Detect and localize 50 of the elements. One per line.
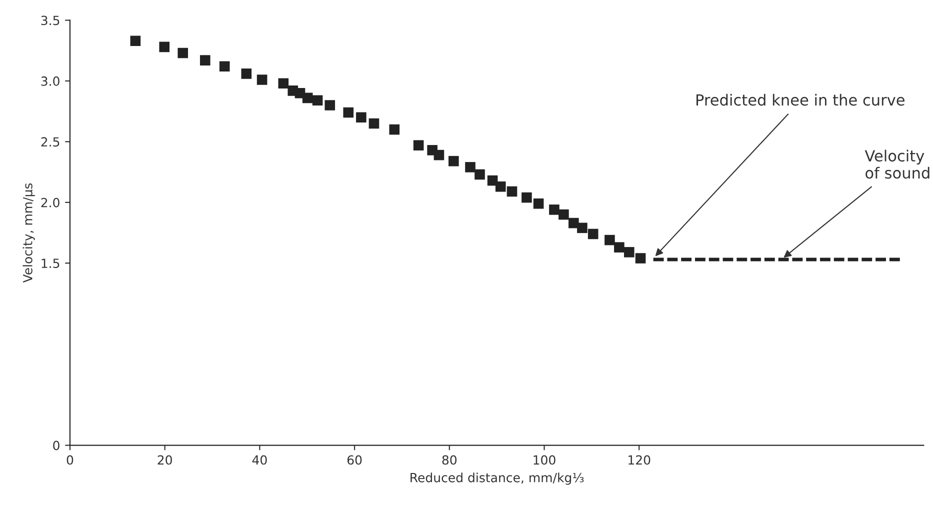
point: [219, 61, 230, 72]
y-axis-title: Velocity, mm/µs: [22, 183, 35, 283]
point: [448, 156, 459, 166]
point: [533, 198, 544, 209]
point: [278, 78, 289, 89]
point: [302, 92, 313, 104]
annotation: Predicted knee in the curve: [696, 94, 904, 106]
point: [130, 36, 141, 46]
point: [312, 95, 323, 106]
point: [614, 242, 624, 252]
annotation: Velocity of sound: [864, 150, 930, 179]
point: [558, 209, 569, 220]
x-tick-label: 120: [628, 455, 650, 465]
point: [522, 192, 532, 203]
point: [389, 124, 400, 135]
x-axis-title: Reduced distance, mm/kg⅓: [410, 472, 584, 485]
point: [465, 162, 476, 172]
point: [343, 107, 354, 118]
point: [241, 68, 252, 79]
point: [200, 55, 210, 66]
y-tick-label: 2.0: [41, 198, 60, 208]
point: [635, 253, 646, 264]
point: [256, 74, 268, 85]
point: [413, 140, 424, 150]
y-tick-label: 0: [53, 440, 60, 450]
point: [178, 48, 188, 58]
point: [624, 247, 634, 258]
point: [568, 218, 579, 228]
point: [434, 150, 444, 160]
point: [604, 234, 615, 246]
y-tick-label: 2.5: [41, 137, 60, 147]
y-tick-label: 3.5: [41, 16, 60, 26]
point: [506, 186, 518, 197]
point: [495, 181, 506, 192]
point: [368, 118, 380, 129]
x-tick-label: 40: [252, 455, 267, 465]
x-tick-label: 20: [158, 455, 172, 465]
x-tick-label: 100: [534, 455, 556, 465]
x-tick-label: 80: [442, 455, 457, 465]
point: [356, 112, 366, 123]
y-tick-label: 3.0: [41, 76, 60, 86]
point: [159, 42, 170, 52]
y-tick-label: 1.5: [42, 258, 60, 268]
point: [324, 100, 336, 110]
point: [577, 222, 588, 234]
x-tick-label: 0: [66, 455, 74, 465]
point: [588, 228, 598, 240]
x-tick-label: 60: [347, 455, 362, 465]
point: [474, 169, 485, 180]
point: [549, 204, 560, 215]
